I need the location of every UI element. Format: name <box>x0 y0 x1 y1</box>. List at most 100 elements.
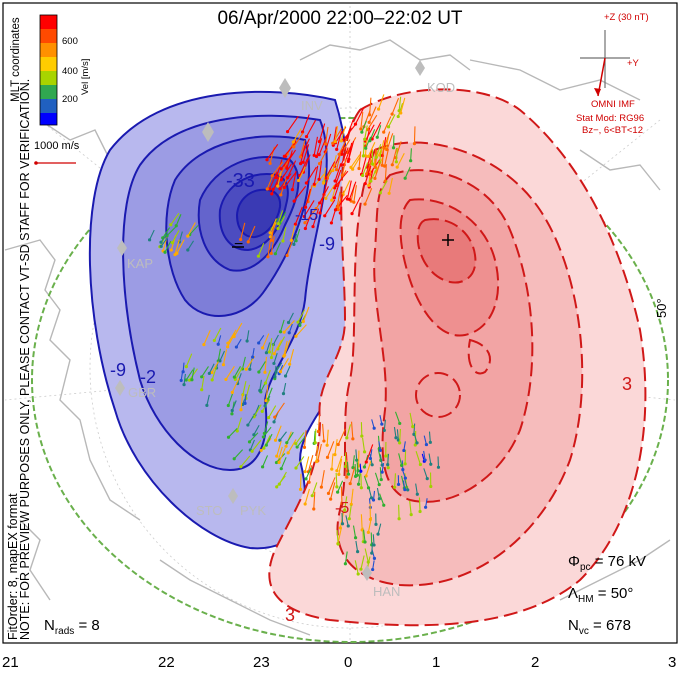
velocity-vector <box>295 432 305 445</box>
velocity-vector <box>266 143 279 161</box>
station-label-sto: STO <box>196 503 223 518</box>
velocity-vector-origin <box>367 183 371 187</box>
velocity-vector-origin <box>245 339 249 343</box>
velocity-vector-origin <box>251 355 255 359</box>
velocity-vector-origin <box>302 214 306 219</box>
velocity-vector <box>355 540 359 552</box>
velocity-vector <box>312 208 320 227</box>
velocity-vectors <box>147 94 441 576</box>
colorbar-tick-600: 600 <box>62 36 78 47</box>
velocity-vector <box>383 419 386 431</box>
velocity-vector-origin <box>288 362 292 366</box>
velocity-vector <box>290 225 296 241</box>
velocity-vector-origin <box>386 463 390 467</box>
velocity-vector <box>413 126 416 144</box>
coastlines <box>4 39 671 636</box>
velocity-vector <box>322 423 325 442</box>
velocity-vector <box>397 103 404 117</box>
velocity-vector-origin <box>370 463 374 467</box>
velocity-vector-origin <box>382 428 386 432</box>
velocity-vector-origin <box>346 524 350 528</box>
velocity-vector <box>185 369 194 381</box>
velocity-vector <box>268 338 273 353</box>
velocity-vector-origin <box>318 211 322 215</box>
velocity-vector <box>383 131 391 149</box>
vector-count: Nvc = 678 <box>568 617 631 637</box>
velocity-vector-origin <box>368 517 373 521</box>
potential-min-symbol: − <box>234 236 244 253</box>
velocity-vector <box>306 119 317 137</box>
velocity-vector <box>323 167 327 184</box>
velocity-vector <box>222 349 228 365</box>
velocity-vector-origin <box>403 476 407 480</box>
velocity-vector <box>242 380 247 395</box>
velocity-vector <box>356 458 359 471</box>
velocity-vector <box>287 160 297 178</box>
lambda-subscript: HM <box>578 594 594 605</box>
velocity-vector <box>351 196 361 214</box>
velocity-vector-origin <box>436 465 441 469</box>
velocity-vector <box>318 160 323 180</box>
velocity-vector-origin <box>230 412 234 416</box>
velocity-vector <box>377 448 382 461</box>
velocity-vector-origin <box>333 453 337 457</box>
velocity-vector-origin <box>276 184 280 188</box>
velocity-vector-origin <box>286 451 290 455</box>
velocity-vector <box>415 451 421 465</box>
velocity-vector-origin <box>279 467 283 471</box>
hm-boundary-latitude: ΛHM = 50° <box>568 585 633 605</box>
velocity-vector <box>372 534 375 546</box>
velocity-vector <box>275 362 283 373</box>
velocity-vector-origin <box>184 365 188 369</box>
velocity-vector <box>334 162 342 182</box>
velocity-vector-origin <box>239 408 243 412</box>
velocity-vector <box>325 126 329 145</box>
velocity-vector <box>363 529 366 543</box>
radar-station-markers <box>115 60 425 581</box>
velocity-vector-origin <box>250 449 254 453</box>
lambda-symbol: Λ <box>568 585 579 602</box>
velocity-vector-origin <box>361 173 365 178</box>
velocity-vector-origin <box>322 439 326 443</box>
velocity-vector <box>387 453 390 465</box>
plot-title: 06/Apr/2000 22:00–22:02 UT <box>217 8 463 29</box>
velocity-vector <box>227 393 233 406</box>
velocity-vector-origin <box>429 462 433 466</box>
velocity-vector-origin <box>243 401 247 405</box>
velocity-vector-origin <box>378 448 382 452</box>
velocity-vector <box>399 428 401 443</box>
velocity-vector <box>333 179 341 199</box>
velocity-vector <box>225 365 235 380</box>
velocity-vector-origin <box>380 163 384 167</box>
velocity-vector-origin <box>374 522 378 526</box>
velocity-vector-origin <box>273 438 278 442</box>
velocity-vector <box>364 165 372 184</box>
imf-z-label: +Z (30 nT) <box>604 12 649 23</box>
velocity-vector <box>349 466 356 484</box>
velocity-vector-origin <box>272 361 276 366</box>
velocity-vector <box>302 114 310 133</box>
station-label-han: HAN <box>373 584 401 599</box>
velocity-vector <box>364 124 375 142</box>
velocity-vector <box>288 312 294 323</box>
velocity-vector <box>191 367 195 380</box>
velocity-vector <box>324 133 332 153</box>
velocity-vector <box>375 144 382 158</box>
velocity-vector-origin <box>318 201 322 205</box>
velocity-vector-origin <box>319 485 324 489</box>
velocity-vector-origin <box>282 354 286 358</box>
velocity-vector <box>365 460 372 477</box>
velocity-vector-origin <box>363 182 367 186</box>
velocity-vector <box>350 154 361 168</box>
velocity-vector <box>404 166 411 179</box>
velocity-vector <box>394 473 396 488</box>
contour-label: -9 <box>319 234 336 254</box>
velocity-vector <box>313 491 316 510</box>
velocity-vector <box>259 379 262 391</box>
velocity-vector <box>171 230 180 243</box>
velocity-vector-origin <box>418 462 423 467</box>
velocity-vector-origin <box>278 187 282 191</box>
velocity-vector <box>341 158 347 176</box>
velocity-vector-origin <box>163 250 167 254</box>
velocity-vector-origin <box>276 222 280 226</box>
